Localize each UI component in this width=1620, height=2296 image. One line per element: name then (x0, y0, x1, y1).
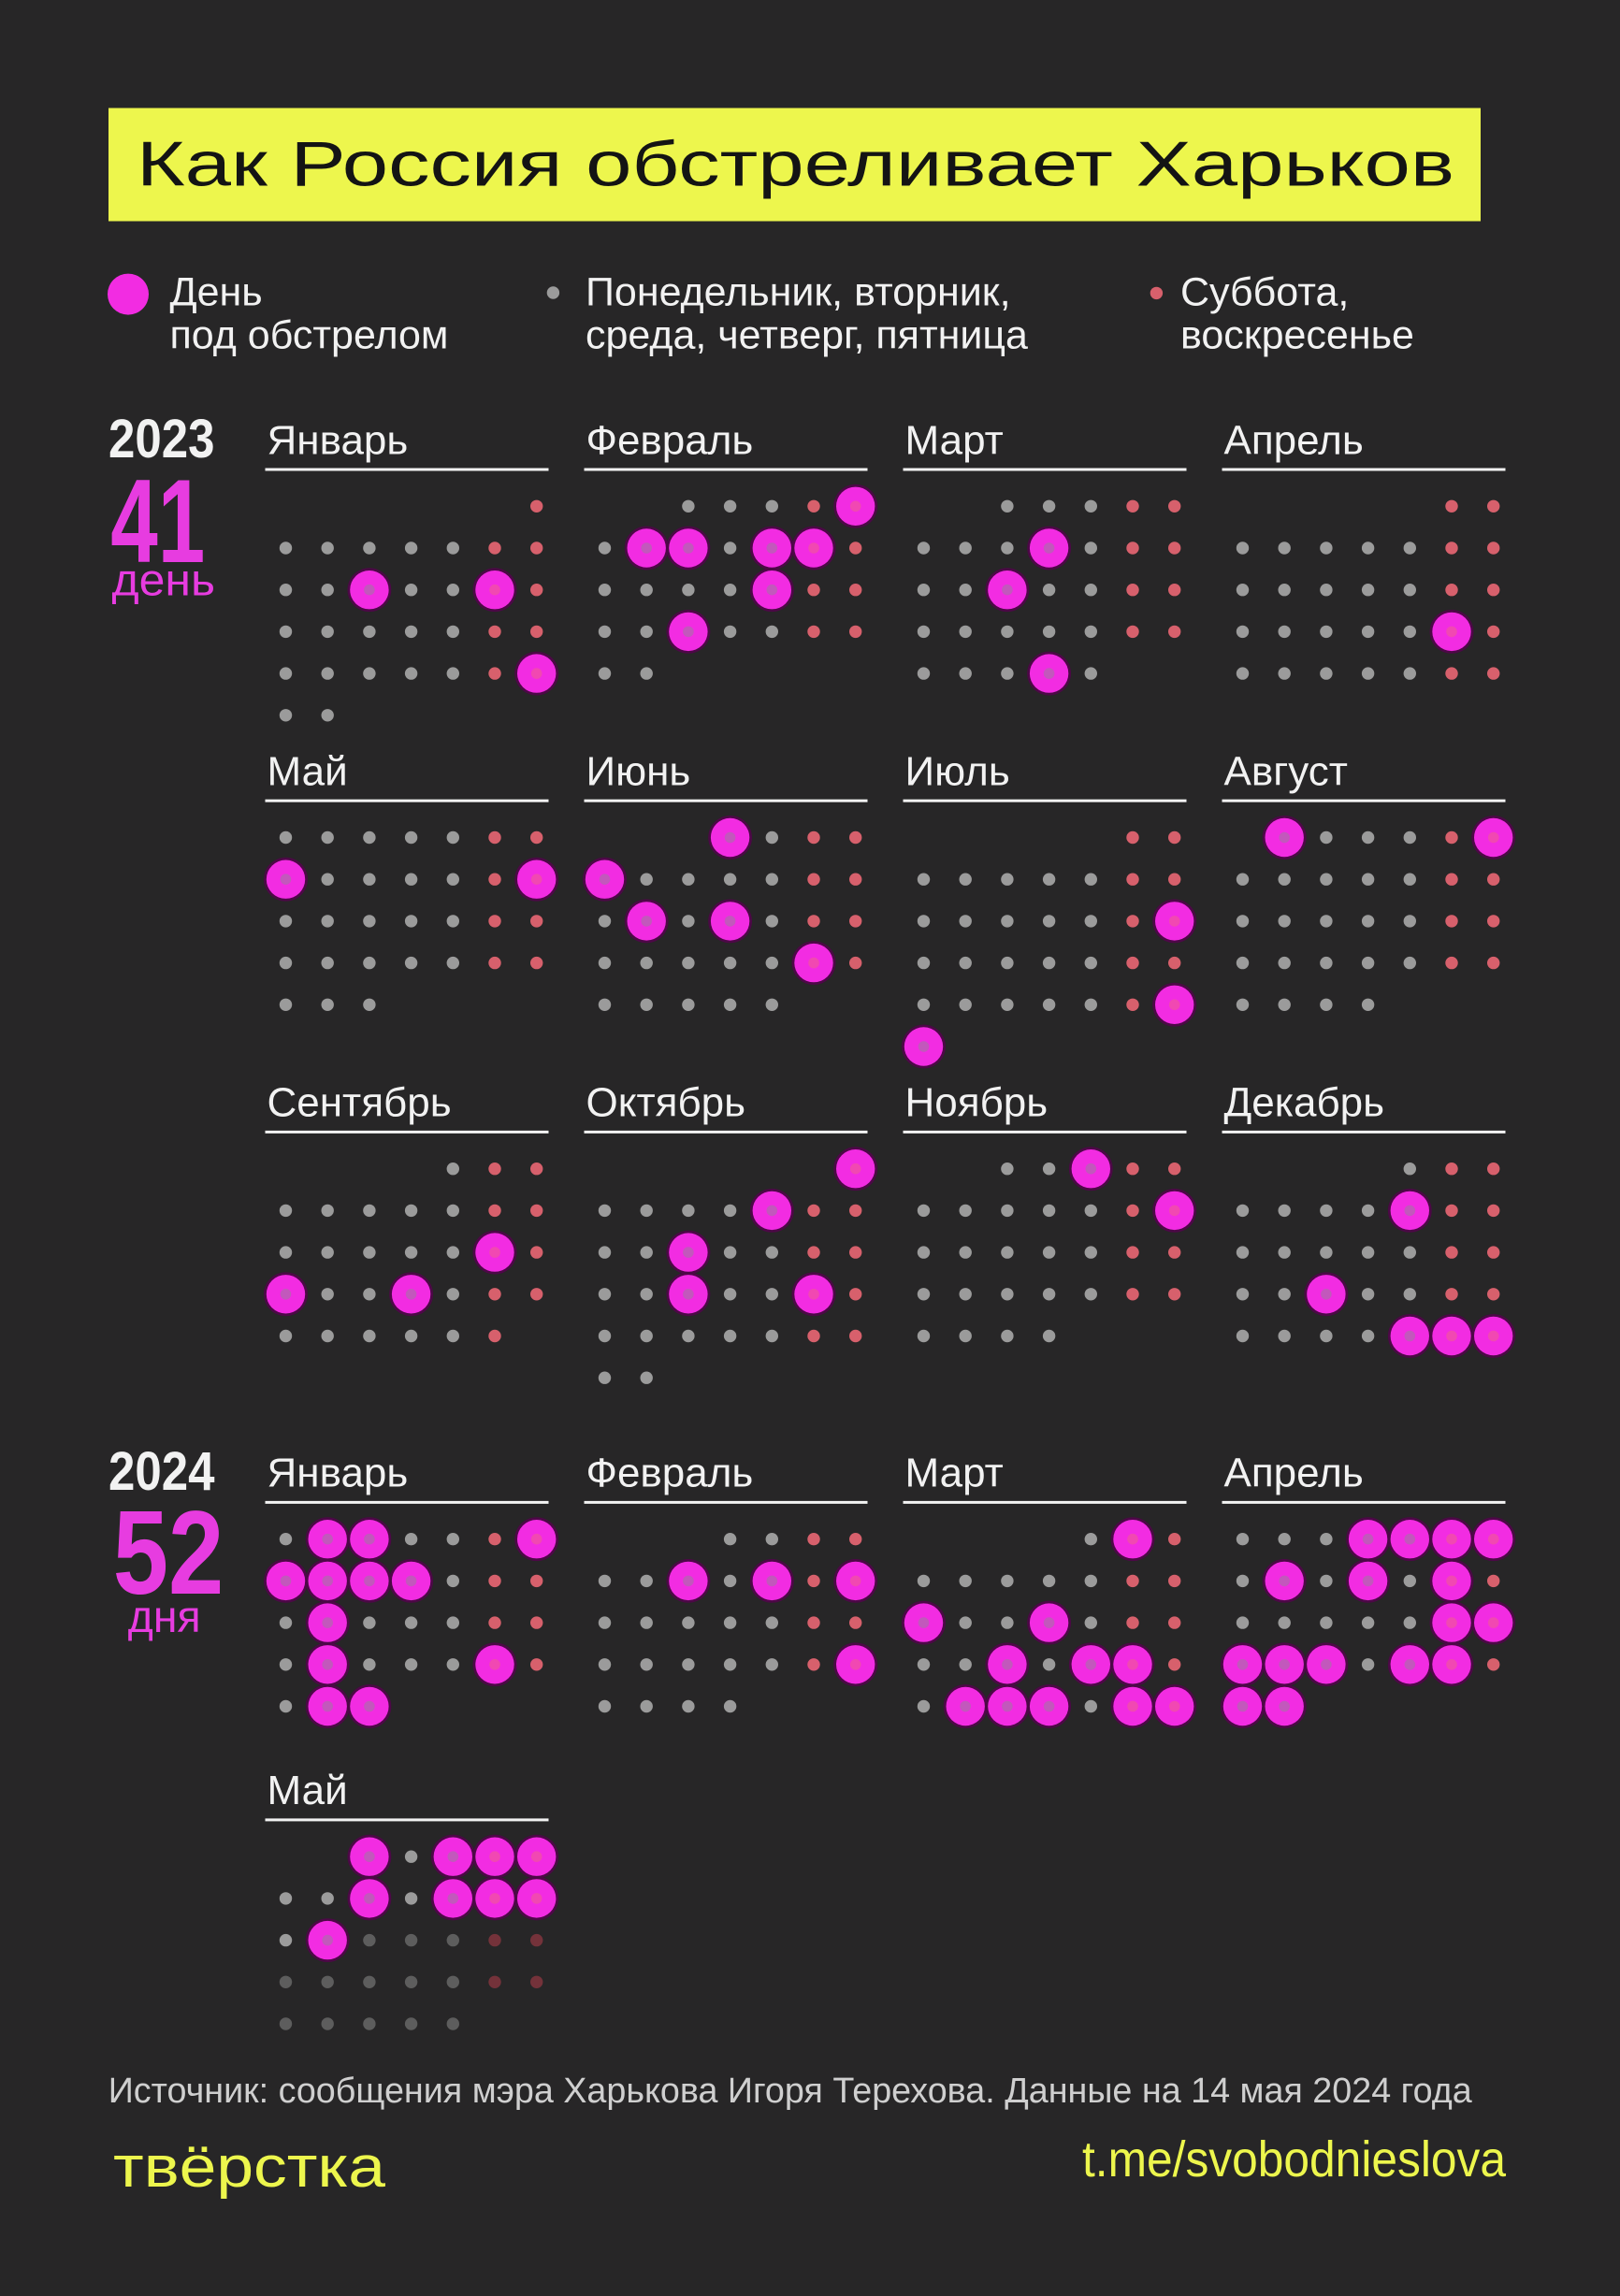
svg-text:t.me/svobodnieslova: t.me/svobodnieslova (1082, 2131, 1507, 2188)
svg-text:дня: дня (128, 1593, 201, 1642)
svg-text:Март: Март (905, 1451, 1004, 1496)
svg-text:Ноябрь: Ноябрь (905, 1080, 1049, 1126)
svg-text:Январь: Январь (268, 1451, 409, 1496)
svg-text:41: 41 (110, 455, 205, 587)
svg-text:Август: Август (1224, 749, 1348, 795)
svg-text:под обстрелом: под обстрелом (170, 313, 449, 358)
svg-text:Февраль: Февраль (586, 417, 754, 463)
svg-text:Апрель: Апрель (1224, 1451, 1364, 1496)
svg-text:Февраль: Февраль (586, 1451, 754, 1496)
svg-text:2023: 2023 (108, 409, 215, 469)
svg-text:Понедельник, вторник,: Понедельник, вторник, (586, 270, 1011, 315)
svg-text:Июнь: Июнь (586, 749, 691, 795)
svg-text:52: 52 (113, 1486, 224, 1619)
svg-text:воскресенье: воскресенье (1180, 313, 1414, 358)
svg-text:Суббота,: Суббота, (1180, 270, 1349, 315)
svg-text:Источник: сообщения мэра Харьк: Источник: сообщения мэра Харькова Игоря … (108, 2072, 1473, 2111)
svg-text:Октябрь: Октябрь (586, 1080, 746, 1126)
svg-text:2024: 2024 (108, 1441, 215, 1502)
svg-text:среда, четверг, пятница: среда, четверг, пятница (586, 313, 1028, 358)
svg-text:Июль: Июль (905, 749, 1010, 795)
svg-text:Как Россия обстреливает Харько: Как Россия обстреливает Харьков (137, 129, 1454, 200)
svg-text:Апрель: Апрель (1224, 417, 1364, 463)
svg-text:твёрстка: твёрстка (113, 2135, 386, 2200)
svg-text:Март: Март (905, 417, 1004, 463)
svg-text:день: день (112, 556, 216, 606)
svg-text:Май: Май (268, 749, 348, 795)
svg-text:Май: Май (268, 1768, 348, 1813)
svg-text:Сентябрь: Сентябрь (268, 1080, 452, 1126)
svg-text:Декабрь: Декабрь (1224, 1080, 1385, 1126)
svg-text:Январь: Январь (268, 417, 409, 463)
svg-text:День: День (170, 270, 263, 315)
